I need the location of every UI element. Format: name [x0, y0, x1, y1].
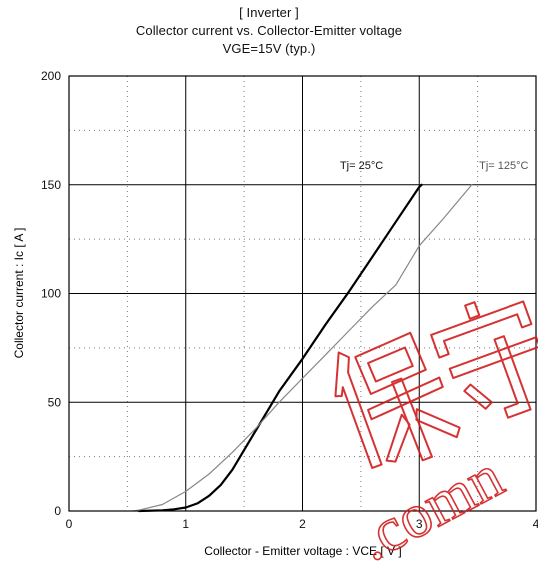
chart-title-line-3: VGE=15V (typ.) — [222, 41, 316, 56]
grid-layer — [69, 76, 536, 511]
label-layer: Collector - Emitter voltage : VCE [ V ] … — [12, 228, 402, 558]
watermark-glyph-bao — [334, 331, 461, 469]
tick-layer: 0 1 2 3 4 0 50 100 150 200 — [41, 69, 538, 531]
series-label-1: Tj= 25°C — [340, 160, 383, 172]
x-tick-label: 0 — [66, 517, 73, 531]
chart-title-line-2: Collector current vs. Collector-Emitter … — [135, 23, 403, 38]
svg-text:.comn: .comn — [347, 442, 514, 562]
y-tick-label: 0 — [54, 504, 61, 518]
x-tick-label: 2 — [299, 517, 306, 531]
x-tick-label: 3 — [416, 517, 423, 531]
series-line-2 — [132, 184, 473, 512]
series-line-1 — [138, 183, 423, 513]
chart-title-line-1: [ Inverter ] — [239, 5, 299, 20]
y-tick-label: 50 — [48, 395, 62, 409]
y-tick-label: 150 — [41, 178, 61, 192]
x-axis-label: Collector - Emitter voltage : VCE [ V ] — [204, 544, 401, 558]
y-tick-label: 200 — [41, 69, 61, 83]
series-layer: Tj= 25°C Tj= 125°C — [132, 160, 529, 513]
watermark: .comn — [334, 300, 538, 562]
series-label-2: Tj= 125°C — [479, 160, 528, 172]
plot-frame — [68, 75, 537, 512]
y-tick-label: 100 — [41, 287, 61, 301]
x-tick-label: 1 — [182, 517, 189, 531]
y-axis-label: Collector current : Ic [ A ] — [12, 228, 26, 359]
x-tick-label: 4 — [533, 517, 538, 531]
watermark-comn: .comn — [346, 442, 515, 562]
watermark-glyph-shou — [430, 300, 538, 419]
chart-title: [ Inverter ] Collector current vs. Colle… — [0, 4, 538, 58]
